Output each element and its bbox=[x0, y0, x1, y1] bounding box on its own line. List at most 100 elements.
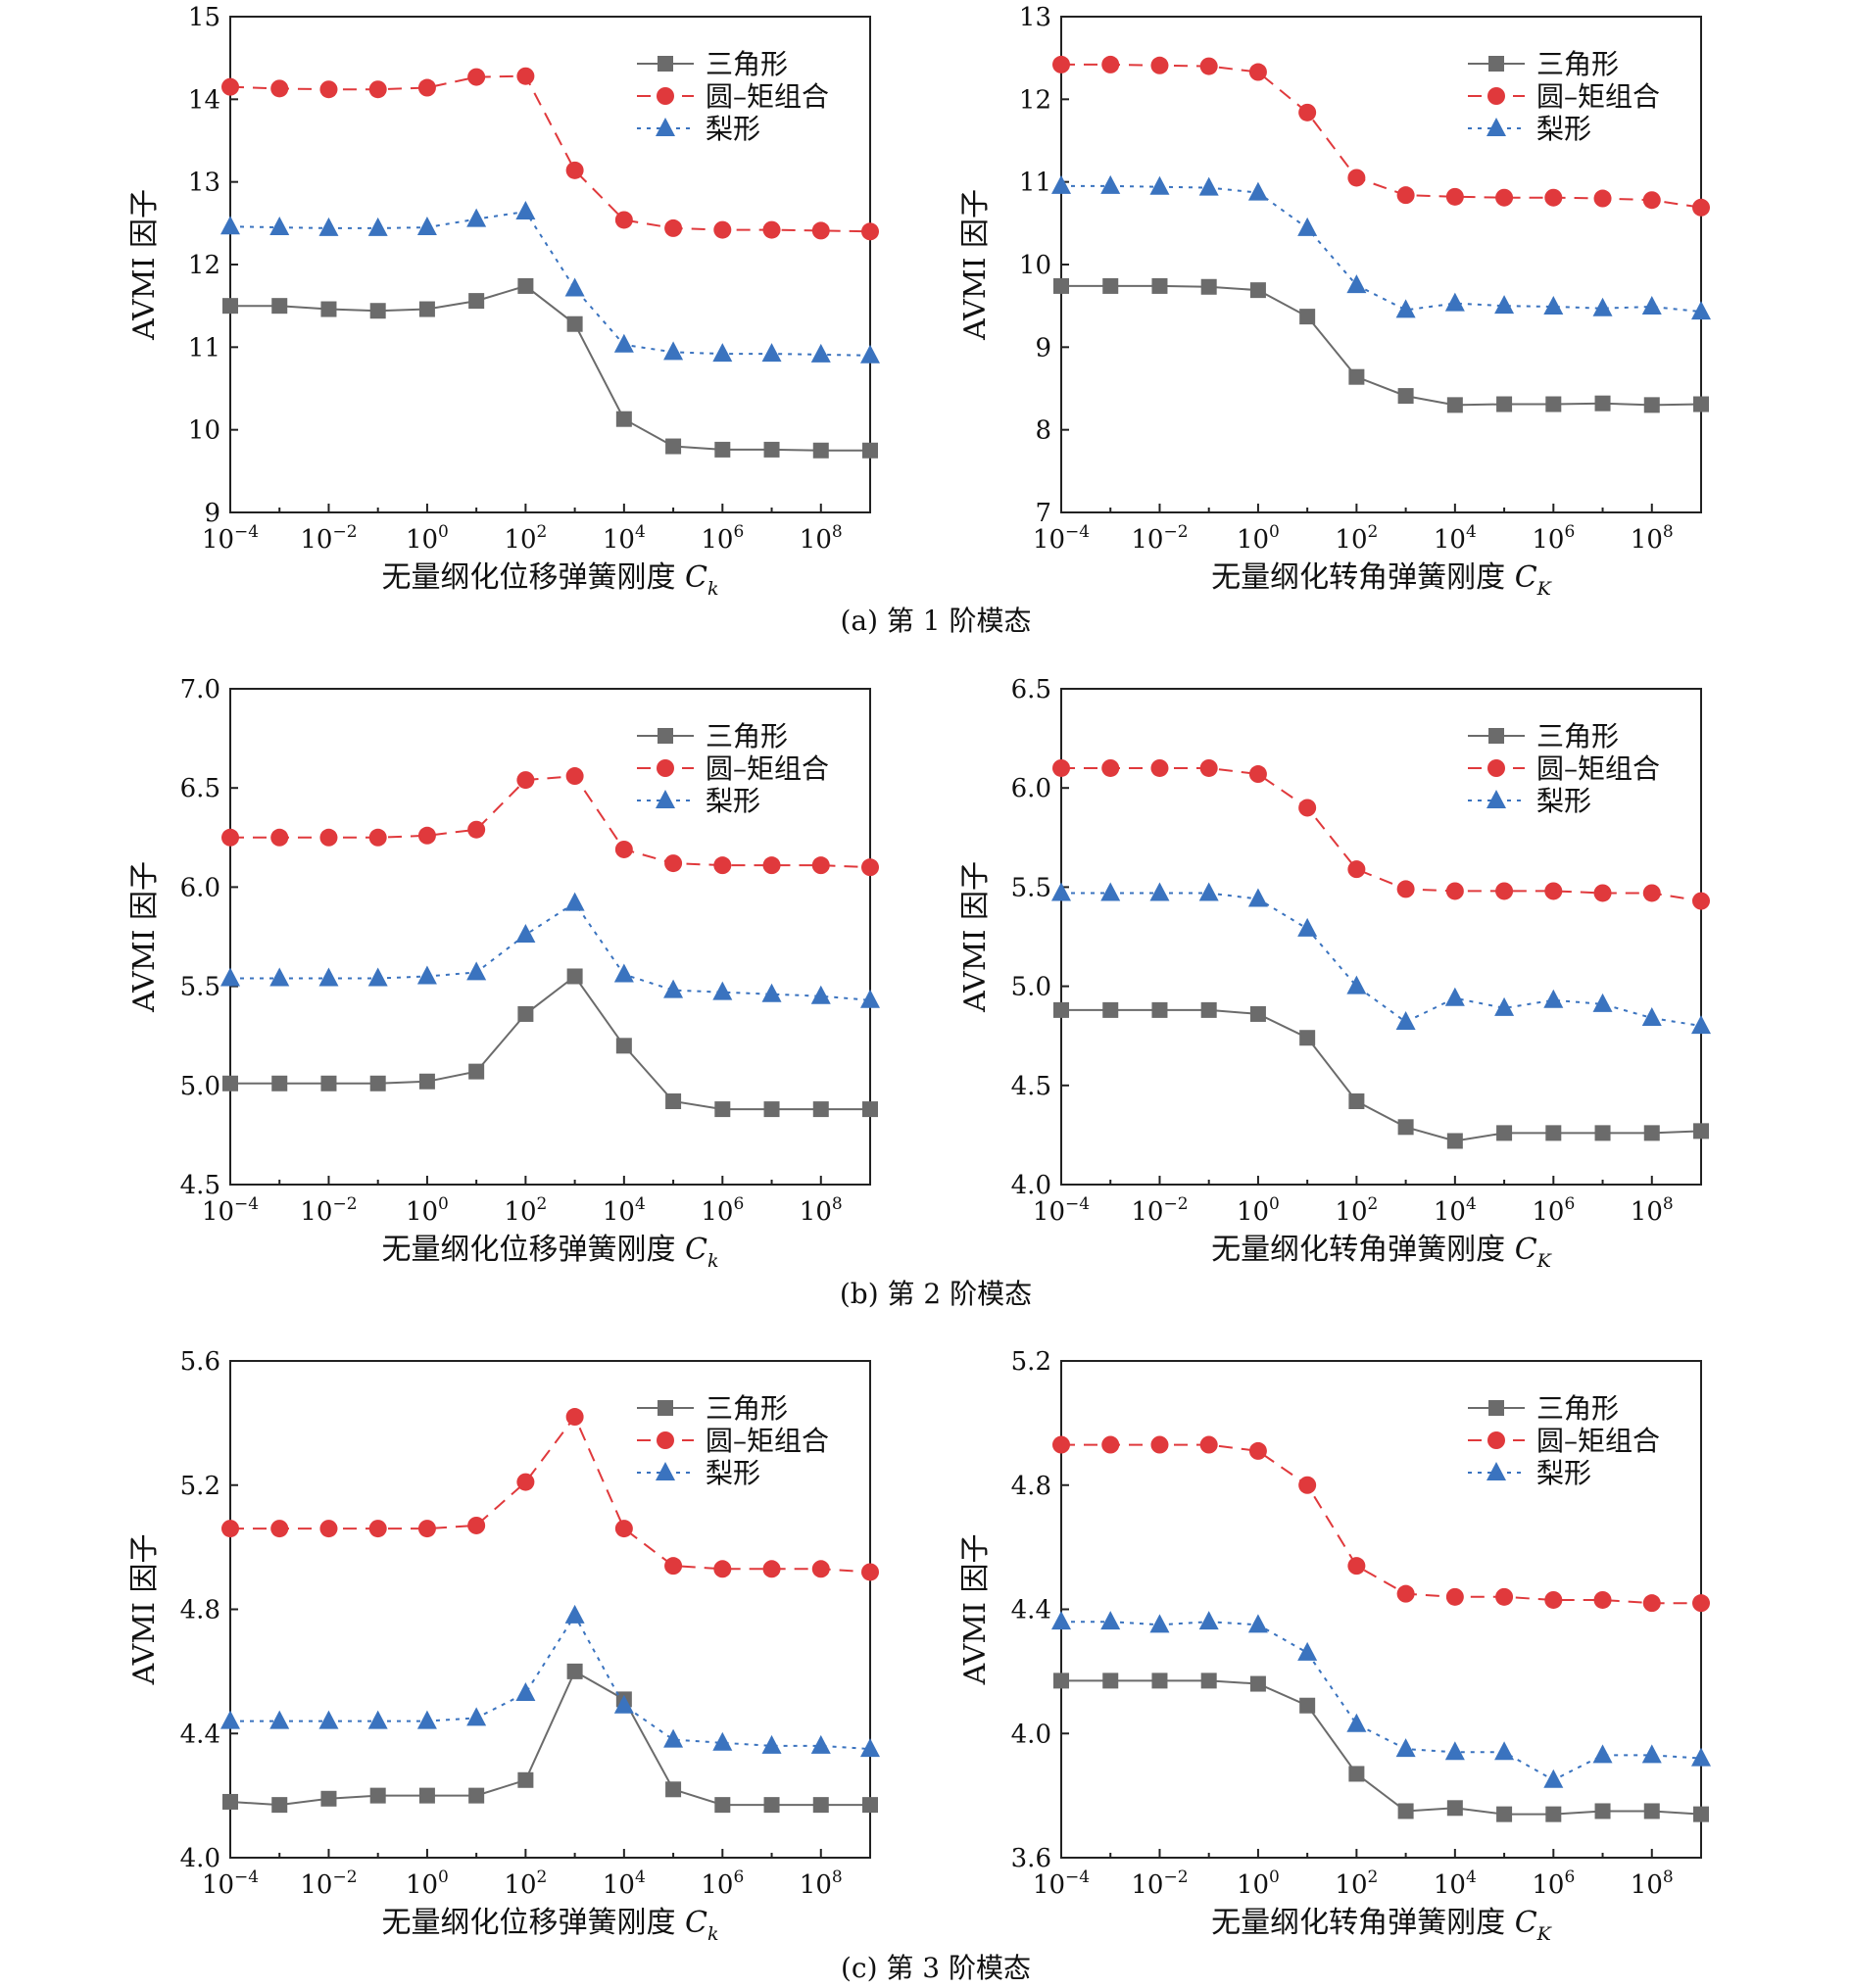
data-point bbox=[515, 923, 536, 943]
y-axis-label: AVMI 因子 bbox=[958, 189, 993, 341]
legend-label: 三角形 bbox=[706, 720, 788, 752]
data-point bbox=[762, 220, 781, 239]
data-point bbox=[1051, 174, 1071, 194]
data-point bbox=[417, 1520, 436, 1538]
data-point bbox=[1100, 1611, 1121, 1630]
data-point bbox=[1347, 1557, 1366, 1576]
legend-marker bbox=[656, 1462, 675, 1480]
x-tick-label: 10−2 bbox=[1131, 522, 1188, 555]
data-point bbox=[1496, 396, 1513, 412]
data-point bbox=[318, 967, 339, 987]
x-tick-label: 100 bbox=[406, 522, 449, 555]
data-point bbox=[416, 965, 437, 985]
data-point bbox=[221, 828, 239, 847]
data-point bbox=[320, 1075, 337, 1091]
data-point bbox=[319, 828, 338, 847]
legend-label: 圆–矩组合 bbox=[1536, 1425, 1660, 1457]
x-tick-label: 100 bbox=[1237, 1194, 1280, 1227]
x-tick-label: 102 bbox=[1335, 1867, 1378, 1900]
data-point bbox=[516, 1473, 535, 1491]
legend-marker bbox=[1487, 759, 1505, 777]
data-point bbox=[1149, 1614, 1170, 1633]
data-point bbox=[515, 201, 536, 220]
data-point bbox=[1247, 888, 1268, 907]
data-point bbox=[367, 967, 388, 987]
y-tick-label: 13 bbox=[188, 169, 220, 198]
y-tick-label: 9 bbox=[1035, 333, 1051, 363]
legend-label: 梨形 bbox=[706, 1457, 760, 1489]
series-circle bbox=[221, 767, 879, 877]
x-axis-label: 无量纲化位移弹簧刚度 Ck bbox=[381, 1233, 718, 1272]
data-point bbox=[811, 856, 830, 875]
y-tick-label: 13 bbox=[1019, 3, 1051, 32]
y-tick-label: 4.4 bbox=[1011, 1596, 1051, 1625]
data-point bbox=[1395, 1011, 1416, 1031]
series-line bbox=[1061, 63, 1702, 209]
data-point bbox=[663, 1728, 684, 1748]
data-point bbox=[860, 989, 880, 1008]
data-point bbox=[1691, 1015, 1711, 1035]
data-point bbox=[1297, 917, 1318, 937]
caption-a: (a) 第 1 阶模态 bbox=[840, 605, 1031, 637]
series-triangle bbox=[1051, 882, 1711, 1035]
chart-panel-2: 7 8 9 10 11 12 13 10−4 10−2 100 102 104 106 108 无量纲化转角… bbox=[958, 3, 1711, 600]
data-point bbox=[615, 411, 632, 427]
data-point bbox=[369, 1787, 386, 1804]
data-point bbox=[1149, 882, 1170, 901]
data-point bbox=[1543, 296, 1564, 315]
x-tick-label: 102 bbox=[504, 1867, 547, 1900]
data-point bbox=[1151, 1001, 1168, 1018]
data-point bbox=[1199, 57, 1218, 75]
data-point bbox=[565, 767, 584, 786]
data-point bbox=[862, 442, 878, 459]
series-circle bbox=[1052, 758, 1710, 910]
series-triangle bbox=[220, 201, 880, 364]
series-triangle bbox=[220, 892, 880, 1008]
data-point bbox=[1100, 882, 1121, 901]
legend-marker bbox=[1487, 1431, 1505, 1449]
legend-marker bbox=[1486, 1462, 1506, 1480]
data-point bbox=[1298, 1476, 1317, 1494]
data-point bbox=[1494, 295, 1515, 315]
x-axis-label: 无量纲化转角弹簧刚度 CK bbox=[1211, 560, 1553, 600]
x-tick-label: 104 bbox=[1434, 1194, 1477, 1227]
data-point bbox=[369, 1075, 386, 1091]
data-point bbox=[1397, 388, 1414, 405]
y-tick-label: 7.0 bbox=[180, 675, 220, 704]
legend-label: 圆–矩组合 bbox=[706, 80, 829, 113]
x-tick-label: 104 bbox=[603, 1867, 646, 1900]
data-point bbox=[812, 442, 829, 459]
data-point bbox=[1693, 1123, 1709, 1139]
y-tick-label: 5.6 bbox=[180, 1347, 220, 1377]
data-point bbox=[1299, 309, 1316, 325]
y-tick-label: 4.8 bbox=[1011, 1472, 1051, 1501]
plot-frame bbox=[1060, 688, 1702, 1186]
data-point bbox=[1594, 1803, 1611, 1819]
data-point bbox=[466, 961, 487, 981]
data-point bbox=[1692, 892, 1710, 910]
x-tick-label: 10−4 bbox=[202, 1194, 259, 1227]
x-tick-label: 106 bbox=[701, 522, 744, 555]
data-point bbox=[860, 1738, 880, 1758]
y-tick-label: 5.5 bbox=[180, 973, 220, 1002]
data-point bbox=[713, 1560, 732, 1578]
data-point bbox=[1053, 1001, 1069, 1018]
data-point bbox=[220, 1710, 240, 1729]
legend-marker bbox=[657, 1431, 674, 1449]
data-point bbox=[1247, 181, 1268, 201]
data-point bbox=[566, 315, 583, 332]
data-point bbox=[418, 1787, 435, 1804]
legend-label: 梨形 bbox=[1536, 113, 1591, 145]
data-point bbox=[1249, 282, 1266, 299]
x-tick-label: 108 bbox=[1631, 1867, 1674, 1900]
x-tick-label: 10−2 bbox=[300, 1867, 357, 1900]
data-point bbox=[712, 981, 733, 1000]
data-point bbox=[320, 301, 337, 317]
data-point bbox=[1642, 1594, 1661, 1613]
series-triangle bbox=[220, 1604, 880, 1758]
data-point bbox=[1052, 1435, 1070, 1454]
legend-label: 三角形 bbox=[706, 1392, 788, 1425]
y-tick-label: 12 bbox=[188, 251, 220, 280]
data-point bbox=[1445, 187, 1464, 206]
